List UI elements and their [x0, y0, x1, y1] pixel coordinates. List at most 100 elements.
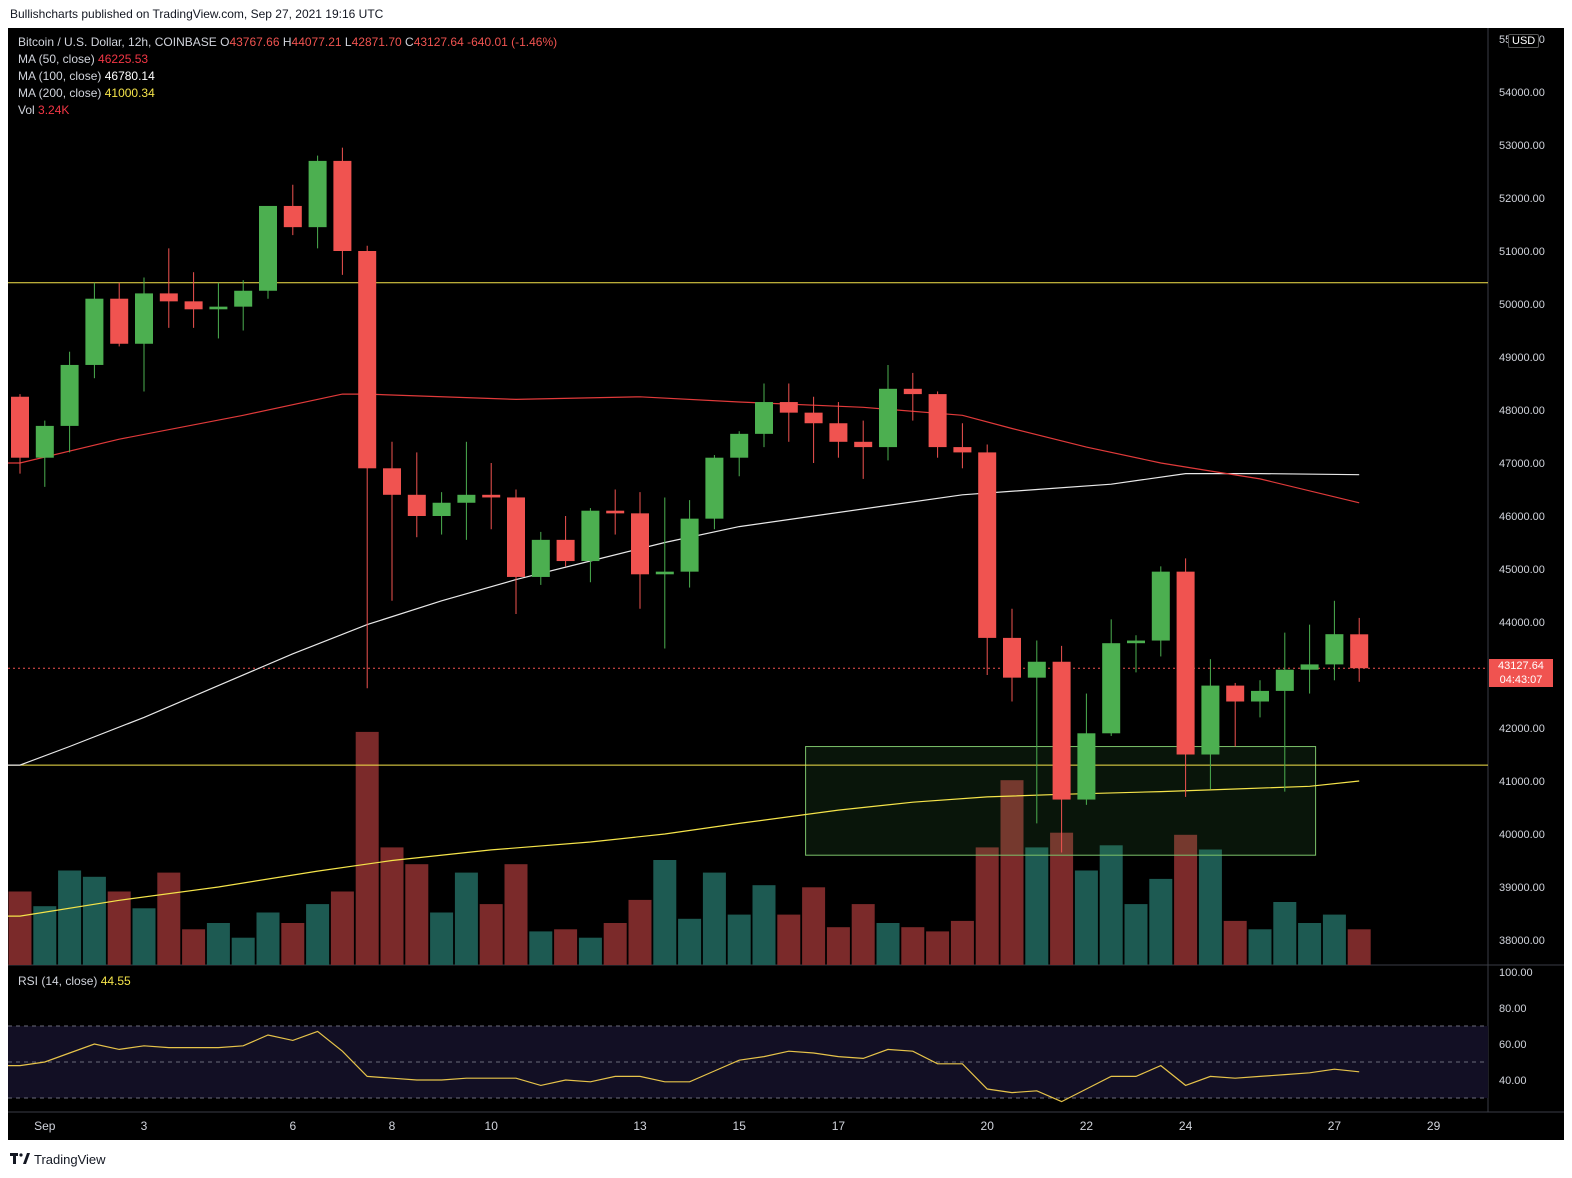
candle-body — [383, 468, 401, 495]
legend-ma100-value: 46780.14 — [104, 69, 155, 83]
candle-body — [804, 412, 823, 424]
legend-change: -640.01 (-1.46%) — [467, 35, 558, 49]
volume-bar — [355, 731, 379, 965]
candle-body — [1350, 634, 1369, 669]
volume-bar — [8, 891, 32, 965]
candle-body — [531, 539, 550, 577]
rsi-axis-label: 100.00 — [1499, 967, 1533, 979]
candle-body — [60, 364, 79, 426]
candle-body — [879, 388, 897, 448]
legend-rsi-label: RSI (14, close) — [18, 974, 98, 988]
date-axis-label: 24 — [1179, 1119, 1193, 1133]
rsi-axis-label: 60.00 — [1499, 1039, 1527, 1051]
volume-bar — [678, 918, 702, 965]
price-axis-label: 50000.00 — [1499, 299, 1545, 311]
legend-rsi-row[interactable]: RSI (14, close) 44.55 — [18, 974, 131, 988]
candle-body — [308, 160, 327, 228]
currency-badge[interactable]: USD — [1508, 34, 1540, 48]
price-axis-label: 42000.00 — [1499, 723, 1545, 735]
volume-bar — [454, 872, 478, 965]
candle-body — [11, 396, 29, 458]
legend-rsi-value: 44.55 — [100, 974, 131, 988]
ma100-line — [8, 473, 1360, 766]
volume-bar — [702, 872, 726, 965]
volume-bar — [82, 876, 106, 965]
legend-vol-label: Vol — [18, 103, 35, 117]
candle-body — [135, 293, 153, 344]
candle-body — [1052, 661, 1071, 800]
candle-body — [854, 441, 873, 448]
candle-body — [184, 301, 203, 310]
volume-bar — [802, 887, 826, 965]
legend-vol-row[interactable]: Vol 3.24K — [18, 103, 69, 117]
candle-body — [110, 298, 129, 344]
candle-body — [631, 513, 649, 575]
rsi-line — [8, 1030, 1360, 1103]
date-axis-label: 10 — [485, 1119, 499, 1133]
volume-bar — [107, 891, 131, 965]
candle-body — [482, 494, 501, 498]
candle-body — [779, 402, 798, 413]
legend-close: 43127.64 — [413, 35, 464, 49]
price-axis-label: 47000.00 — [1499, 458, 1545, 470]
volume-bar — [1074, 870, 1098, 965]
price-axis-label: 41000.00 — [1499, 776, 1545, 788]
volume-bar — [727, 914, 751, 965]
volume-bar — [33, 906, 57, 965]
candle-body — [209, 306, 228, 310]
legend-h-label: H — [282, 35, 292, 49]
legend-open: 43767.66 — [229, 35, 280, 49]
volume-bar — [529, 931, 553, 965]
candle-body — [1251, 690, 1269, 702]
legend-symbol-row: Bitcoin / U.S. Dollar, 12h, COINBASE O43… — [18, 35, 557, 49]
candle-body — [85, 298, 104, 365]
ma50-line — [8, 393, 1360, 504]
volume-bar — [578, 937, 602, 965]
volume-bar — [653, 860, 677, 965]
date-axis-label: 27 — [1328, 1119, 1342, 1133]
volume-bar — [380, 847, 404, 965]
volume-bar — [157, 872, 181, 965]
candle-body — [1027, 661, 1046, 678]
legend-ma100-row[interactable]: MA (100, close) 46780.14 — [18, 69, 155, 83]
volume-bar — [826, 927, 850, 965]
candle-body — [680, 518, 699, 572]
rsi-axis-label: 80.00 — [1499, 1003, 1527, 1015]
date-axis-label: Sep — [34, 1119, 56, 1133]
legend-ma50-row[interactable]: MA (50, close) 46225.53 — [18, 52, 148, 66]
candle-body — [1151, 571, 1170, 641]
legend-symbol: Bitcoin / U.S. Dollar, 12h, COINBASE — [18, 35, 217, 49]
volume-bar — [58, 870, 82, 965]
volume-bar — [554, 929, 578, 965]
price-axis-label: 51000.00 — [1499, 246, 1545, 258]
candle-body — [755, 402, 773, 434]
volume-bar — [1000, 780, 1024, 965]
volume-bar — [1124, 904, 1148, 965]
legend-low: 42871.70 — [351, 35, 402, 49]
volume-bar — [306, 904, 330, 965]
plot-background — [8, 28, 1564, 1140]
date-axis-label: 20 — [981, 1119, 995, 1133]
candle-body — [1077, 733, 1096, 800]
candle-body — [159, 293, 178, 302]
volume-bar — [1198, 849, 1222, 965]
volume-bar — [1099, 845, 1123, 965]
ma200-line — [8, 780, 1360, 917]
candle-body — [606, 510, 625, 514]
volume-bar — [1025, 847, 1049, 965]
volume-bar — [1322, 914, 1346, 965]
date-axis-label: 29 — [1427, 1119, 1441, 1133]
volume-bar — [1273, 902, 1297, 965]
price-axis-label: 39000.00 — [1499, 882, 1545, 894]
volume-bar — [405, 864, 429, 965]
candle-body — [953, 447, 972, 453]
volume-bar — [1174, 834, 1198, 965]
volume-bar — [256, 912, 280, 965]
legend-ma200-row[interactable]: MA (200, close) 41000.34 — [18, 86, 155, 100]
volume-bar — [1149, 878, 1173, 965]
legend-ma200-label: MA (200, close) — [18, 86, 102, 100]
candle-body — [1201, 685, 1220, 755]
date-axis-label: 22 — [1080, 1119, 1094, 1133]
volume-bar — [504, 864, 528, 965]
